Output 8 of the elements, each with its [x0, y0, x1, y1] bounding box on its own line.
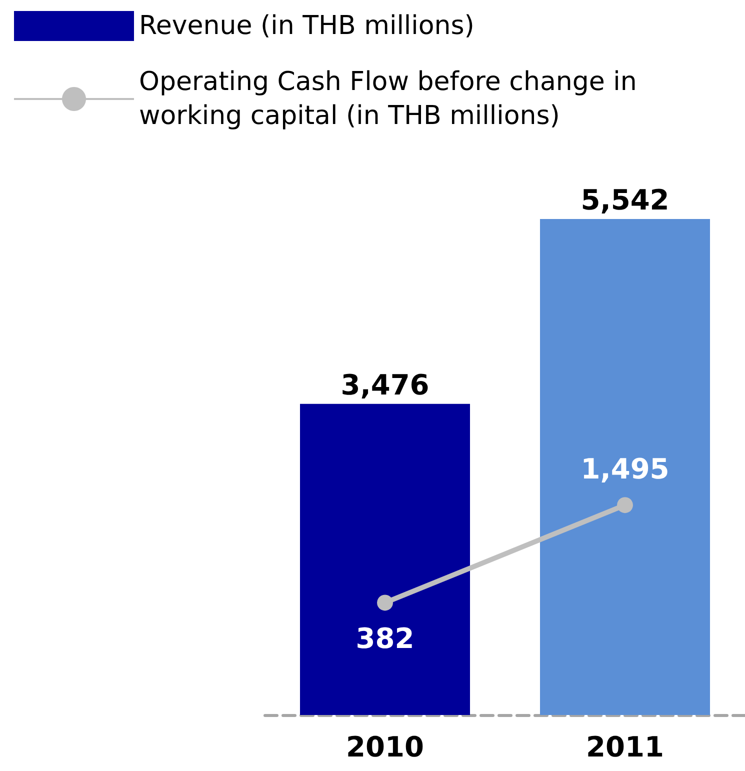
data-label: 5,542	[580, 184, 670, 216]
data-label: 1,495	[580, 452, 670, 486]
legend-label: Operating Cash Flow before change in working capital (in THB millions)	[139, 67, 646, 131]
legend-label: Revenue (in THB millions)	[139, 11, 474, 41]
x-tick-label: 2010	[346, 730, 424, 764]
data-label: 382	[356, 622, 414, 656]
data-label: 3,476	[340, 368, 430, 402]
x-tick-label: 2011	[586, 730, 664, 764]
